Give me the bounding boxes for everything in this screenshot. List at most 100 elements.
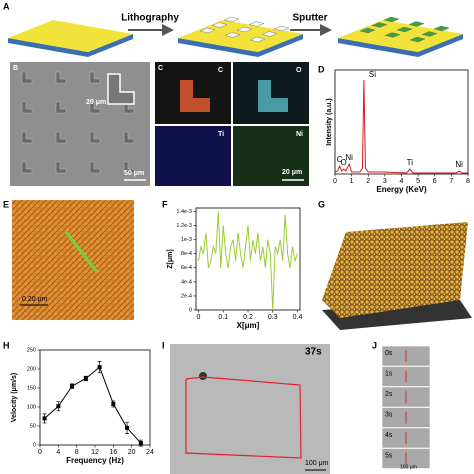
pad — [199, 27, 216, 34]
time-label: 2s — [385, 391, 393, 398]
y-axis-label: Z[μm] — [167, 249, 174, 268]
pad — [273, 25, 290, 32]
peak-label: O — [341, 158, 347, 167]
x-tick-label: 0.3 — [268, 314, 278, 321]
x-tick-label: 4 — [56, 449, 60, 456]
sem-feature — [123, 161, 135, 174]
x-tick-label: 0.1 — [218, 314, 228, 321]
peak-label: Ni — [455, 160, 463, 169]
sem-feature — [55, 71, 67, 84]
pad — [408, 21, 425, 27]
y-tick-label: 1.2e-3 — [176, 223, 192, 229]
panel-label: G — [318, 199, 325, 209]
pad — [433, 25, 450, 32]
afm-image — [12, 200, 134, 320]
x-tick-label: 20 — [128, 449, 136, 456]
x-tick-label: 4 — [400, 178, 404, 185]
y-tick-label: 250 — [27, 347, 36, 353]
pad — [211, 22, 228, 28]
peak-label: Ni — [345, 153, 353, 162]
surface-3d — [322, 222, 468, 318]
data-line — [197, 211, 298, 311]
data-line — [44, 366, 142, 444]
scale-label: 20 μm — [86, 99, 106, 106]
sem-feature — [55, 131, 67, 144]
peak-label: Si — [369, 70, 376, 79]
pad — [224, 32, 241, 38]
peak-label: C — [337, 155, 343, 164]
sem-feature — [21, 131, 33, 144]
x-tick-label: 0 — [38, 449, 42, 456]
x-axis-label: Frequency (Hz) — [66, 456, 124, 465]
x-tick-label: 0 — [197, 314, 201, 321]
time-label: 1s — [385, 370, 393, 377]
y-tick-label: 100 — [27, 404, 36, 410]
data-point — [125, 425, 130, 430]
map-label: O — [296, 67, 302, 74]
y-tick-label: 200 — [27, 366, 36, 372]
x-tick-label: 7 — [449, 178, 453, 185]
plot-frame — [334, 69, 469, 175]
x-tick-label: 2 — [366, 178, 370, 185]
pad — [384, 32, 401, 38]
pad — [421, 31, 438, 37]
time-series: 0s 1s 2s 3s 4s 5s — [381, 345, 431, 469]
x-tick-label: 16 — [109, 449, 117, 456]
y-tick-label: 0 — [189, 307, 192, 313]
y-tick-label: 4e-4 — [181, 279, 192, 285]
pad — [236, 26, 253, 33]
panel-label: H — [3, 340, 10, 350]
time-label: 37s — [305, 347, 322, 358]
sem-feature — [21, 71, 33, 84]
eds-feature — [258, 80, 288, 112]
x-tick-label: 0.2 — [243, 314, 253, 321]
x-tick-label: 24 — [146, 449, 154, 456]
scale-label: 100 μm — [400, 464, 417, 470]
panel-label: I — [162, 340, 165, 350]
time-label: 5s — [385, 452, 393, 459]
y-tick-label: 1e-3 — [181, 237, 192, 243]
map-label: Ti — [218, 131, 224, 138]
x-tick-label: 12 — [91, 449, 99, 456]
trajectory — [185, 376, 302, 459]
y-tick-label: 6e-4 — [181, 265, 192, 271]
panel-label: J — [372, 340, 377, 350]
slab-side — [178, 34, 303, 57]
pad — [409, 36, 426, 43]
scale-label: 50 μm — [124, 170, 144, 177]
x-tick-label: 8 — [75, 449, 79, 456]
panel-label: E — [3, 199, 9, 209]
y-tick-label: 50 — [30, 423, 36, 429]
scale-label: 20 μm — [282, 169, 302, 176]
microscope-image — [170, 344, 330, 474]
process-schematic — [8, 16, 463, 57]
pad — [261, 31, 278, 37]
y-tick-label: 2e-4 — [181, 293, 192, 299]
sem-feature — [89, 71, 101, 84]
x-tick-label: 6 — [433, 178, 437, 185]
x-axis-label: X[μm] — [237, 321, 260, 330]
sem-feature — [21, 101, 33, 114]
data-line — [334, 79, 468, 174]
robot — [199, 372, 207, 380]
sem-feature — [55, 101, 67, 114]
sem-feature — [55, 161, 67, 174]
sem-feature — [89, 161, 101, 174]
eds-feature — [180, 80, 210, 112]
time-label: 4s — [385, 432, 393, 439]
data-point — [83, 376, 88, 381]
sem-feature — [89, 101, 101, 114]
slab-side — [338, 34, 463, 57]
pad — [223, 16, 240, 23]
pad — [249, 36, 266, 43]
y-tick-label: 0 — [33, 442, 36, 448]
eds-map — [155, 126, 231, 186]
inset-feature — [107, 73, 135, 105]
time-label: 3s — [385, 411, 393, 418]
data-point — [111, 401, 116, 406]
sem-feature — [21, 161, 33, 174]
x-axis-label: Energy (KeV) — [376, 185, 427, 194]
x-tick-label: 5 — [416, 178, 420, 185]
